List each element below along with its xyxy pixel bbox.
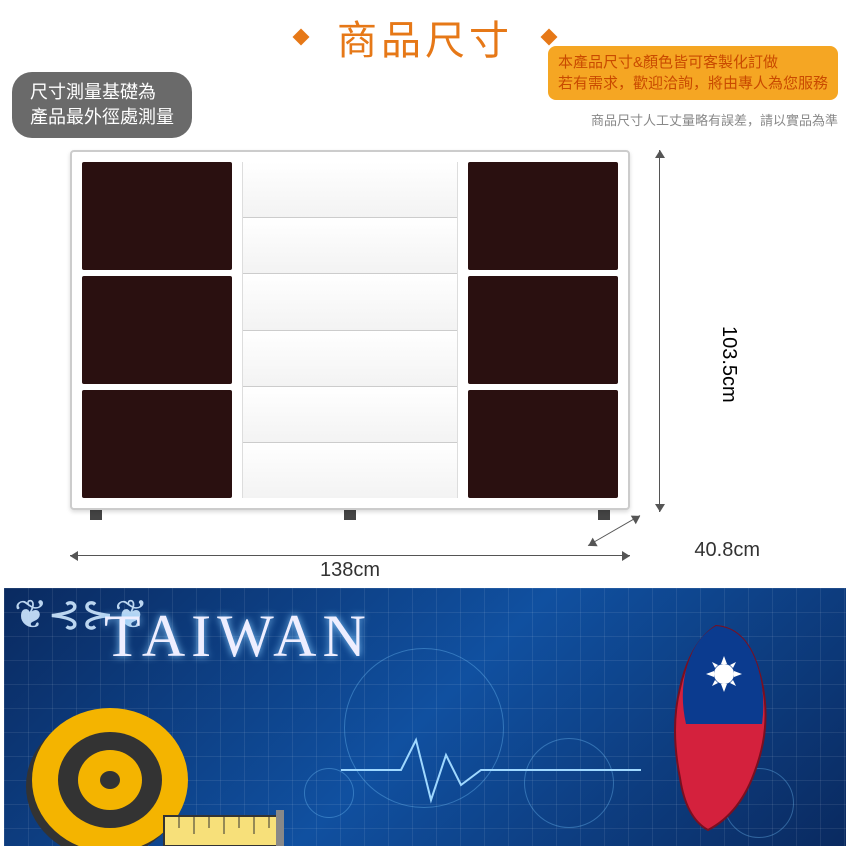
shelf: [243, 331, 457, 387]
cabinet: [70, 150, 630, 510]
foot: [344, 510, 356, 520]
diamond-left-icon: [293, 29, 310, 46]
dark-panel: [468, 162, 618, 270]
cabinet-left-column: [82, 162, 232, 498]
disclaimer-note: 商品尺寸人工丈量略有誤差，請以實品為準: [591, 110, 838, 129]
page-title: 商品尺寸: [337, 8, 513, 66]
shelf: [243, 387, 457, 443]
tape-measure-icon: [14, 666, 284, 846]
shelf: [243, 218, 457, 274]
height-dimension-label: 103.5cm: [717, 326, 740, 403]
cabinet-feet: [70, 510, 630, 520]
depth-dimension-label: 40.8cm: [694, 539, 760, 562]
taiwan-map-icon: [646, 618, 806, 838]
product-diagram: 138cm 103.5cm 40.8cm: [70, 150, 630, 540]
width-dimension-line: [70, 555, 630, 556]
shelf: [243, 274, 457, 330]
cabinet-right-column: [468, 162, 618, 498]
pulse-line-icon: [341, 730, 641, 810]
diamond-right-icon: [541, 29, 558, 46]
dark-panel: [468, 390, 618, 498]
foot: [90, 510, 102, 520]
badge-orange-line1: 本產品尺寸&顏色皆可客製化訂做: [558, 52, 828, 73]
dark-panel: [82, 162, 232, 270]
dark-panel: [82, 276, 232, 384]
footer-banner: ❦⊰⊱❦ TAIWAN: [4, 588, 846, 846]
foot: [598, 510, 610, 520]
width-dimension-label: 138cm: [320, 559, 380, 582]
taiwan-text: TAIWAN: [104, 602, 372, 671]
shelf: [243, 162, 457, 218]
dark-panel: [468, 276, 618, 384]
cabinet-mid-column: [242, 162, 458, 498]
badge-orange-line2: 若有需求，歡迎洽詢，將由專人為您服務: [558, 73, 828, 94]
dark-panel: [82, 390, 232, 498]
measurement-basis-badge: 尺寸測量基礎為 產品最外徑處測量: [12, 72, 192, 138]
customization-badge: 本產品尺寸&顏色皆可客製化訂做 若有需求，歡迎洽詢，將由專人為您服務: [548, 46, 838, 100]
badge-gray-line1: 尺寸測量基礎為: [30, 80, 174, 105]
shelf: [243, 443, 457, 498]
height-dimension-line: [659, 150, 660, 512]
badge-gray-line2: 產品最外徑處測量: [30, 105, 174, 130]
